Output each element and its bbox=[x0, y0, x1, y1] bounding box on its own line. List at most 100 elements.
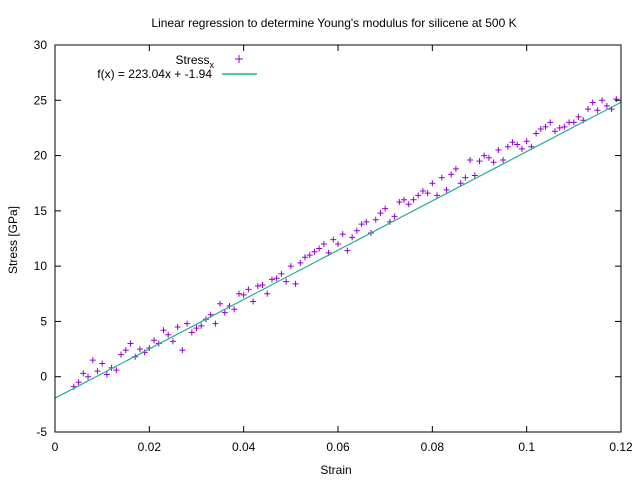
data-point bbox=[462, 174, 469, 181]
y-tick-label: 15 bbox=[34, 204, 48, 218]
data-point bbox=[377, 210, 384, 217]
data-point bbox=[542, 123, 549, 130]
data-point bbox=[169, 338, 176, 345]
x-tick-label: 0.1 bbox=[518, 440, 535, 454]
data-point bbox=[594, 107, 601, 114]
data-point bbox=[424, 190, 431, 197]
data-point bbox=[509, 139, 516, 146]
y-tick-label: 0 bbox=[40, 370, 47, 384]
data-point bbox=[193, 325, 200, 332]
y-tick-label: -5 bbox=[36, 425, 47, 439]
data-point bbox=[495, 147, 502, 154]
y-tick-label: 20 bbox=[34, 149, 48, 163]
data-point bbox=[136, 346, 143, 353]
data-point bbox=[212, 320, 219, 327]
x-tick-label: 0.06 bbox=[326, 440, 350, 454]
y-tick-label: 10 bbox=[34, 259, 48, 273]
data-point bbox=[363, 218, 370, 225]
data-point bbox=[89, 357, 96, 364]
y-axis-label: Stress [GPa] bbox=[6, 206, 20, 274]
data-point bbox=[589, 99, 596, 106]
data-point bbox=[320, 241, 327, 248]
data-point bbox=[396, 199, 403, 206]
data-point bbox=[174, 323, 181, 330]
data-point bbox=[311, 248, 318, 255]
data-point bbox=[382, 205, 389, 212]
data-point bbox=[523, 138, 530, 145]
data-point bbox=[547, 119, 554, 126]
x-tick-label: 0 bbox=[52, 440, 59, 454]
data-point bbox=[467, 156, 474, 163]
x-tick-label: 0.04 bbox=[232, 440, 256, 454]
data-point bbox=[75, 379, 82, 386]
data-point bbox=[476, 158, 483, 165]
fit-layer bbox=[54, 101, 622, 399]
data-point bbox=[301, 254, 308, 261]
data-point bbox=[551, 128, 558, 135]
data-point bbox=[415, 192, 422, 199]
data-point bbox=[85, 373, 92, 380]
data-point bbox=[537, 126, 544, 133]
data-point bbox=[151, 337, 158, 344]
data-point bbox=[419, 187, 426, 194]
data-point bbox=[188, 329, 195, 336]
legend-scatter-subscript: x bbox=[210, 60, 215, 70]
data-point bbox=[122, 347, 129, 354]
y-axis: -5 0 5 10 15 20 25 30 bbox=[34, 38, 621, 439]
data-point bbox=[273, 275, 280, 282]
data-point bbox=[434, 192, 441, 199]
data-point bbox=[179, 347, 186, 354]
x-tick-label: 0.12 bbox=[609, 440, 633, 454]
data-point bbox=[165, 331, 172, 338]
data-point bbox=[405, 201, 412, 208]
data-point bbox=[471, 172, 478, 179]
data-point bbox=[292, 280, 299, 287]
data-point bbox=[410, 196, 417, 203]
data-point bbox=[401, 196, 408, 203]
data-point bbox=[80, 370, 87, 377]
plot-frame bbox=[54, 44, 622, 433]
legend-fit-label: f(x) = 223.04x + -1.94 bbox=[97, 67, 212, 81]
data-point bbox=[297, 259, 304, 266]
data-point bbox=[127, 340, 134, 347]
data-point bbox=[339, 231, 346, 238]
data-point bbox=[217, 300, 224, 307]
data-point bbox=[358, 221, 365, 228]
data-point bbox=[613, 96, 620, 103]
x-tick-label: 0.08 bbox=[421, 440, 445, 454]
data-point bbox=[353, 227, 360, 234]
data-point bbox=[264, 290, 271, 297]
data-point bbox=[443, 186, 450, 193]
data-point bbox=[113, 367, 120, 374]
data-point bbox=[160, 327, 167, 334]
data-point bbox=[561, 123, 568, 130]
data-point bbox=[221, 309, 228, 316]
data-point bbox=[391, 213, 398, 220]
data-point bbox=[184, 320, 191, 327]
data-point bbox=[231, 306, 238, 313]
data-point bbox=[452, 165, 459, 172]
data-point bbox=[438, 174, 445, 181]
data-point bbox=[504, 143, 511, 150]
data-point bbox=[198, 322, 205, 329]
fit-line bbox=[54, 101, 622, 399]
data-point bbox=[287, 263, 294, 270]
data-point bbox=[99, 360, 106, 367]
y-tick-label: 5 bbox=[40, 314, 47, 328]
chart-title: Linear regression to determine Young's m… bbox=[151, 16, 516, 30]
data-point bbox=[603, 102, 610, 109]
data-point bbox=[570, 119, 577, 126]
legend-scatter-marker bbox=[235, 55, 243, 63]
data-point bbox=[259, 281, 266, 288]
data-point bbox=[330, 236, 337, 243]
data-point bbox=[584, 106, 591, 113]
data-point bbox=[245, 286, 252, 293]
data-point bbox=[485, 154, 492, 161]
y-tick-label: 25 bbox=[34, 93, 48, 107]
data-point bbox=[306, 252, 313, 259]
data-point bbox=[240, 291, 247, 298]
data-point bbox=[335, 241, 341, 248]
data-point bbox=[556, 124, 563, 131]
